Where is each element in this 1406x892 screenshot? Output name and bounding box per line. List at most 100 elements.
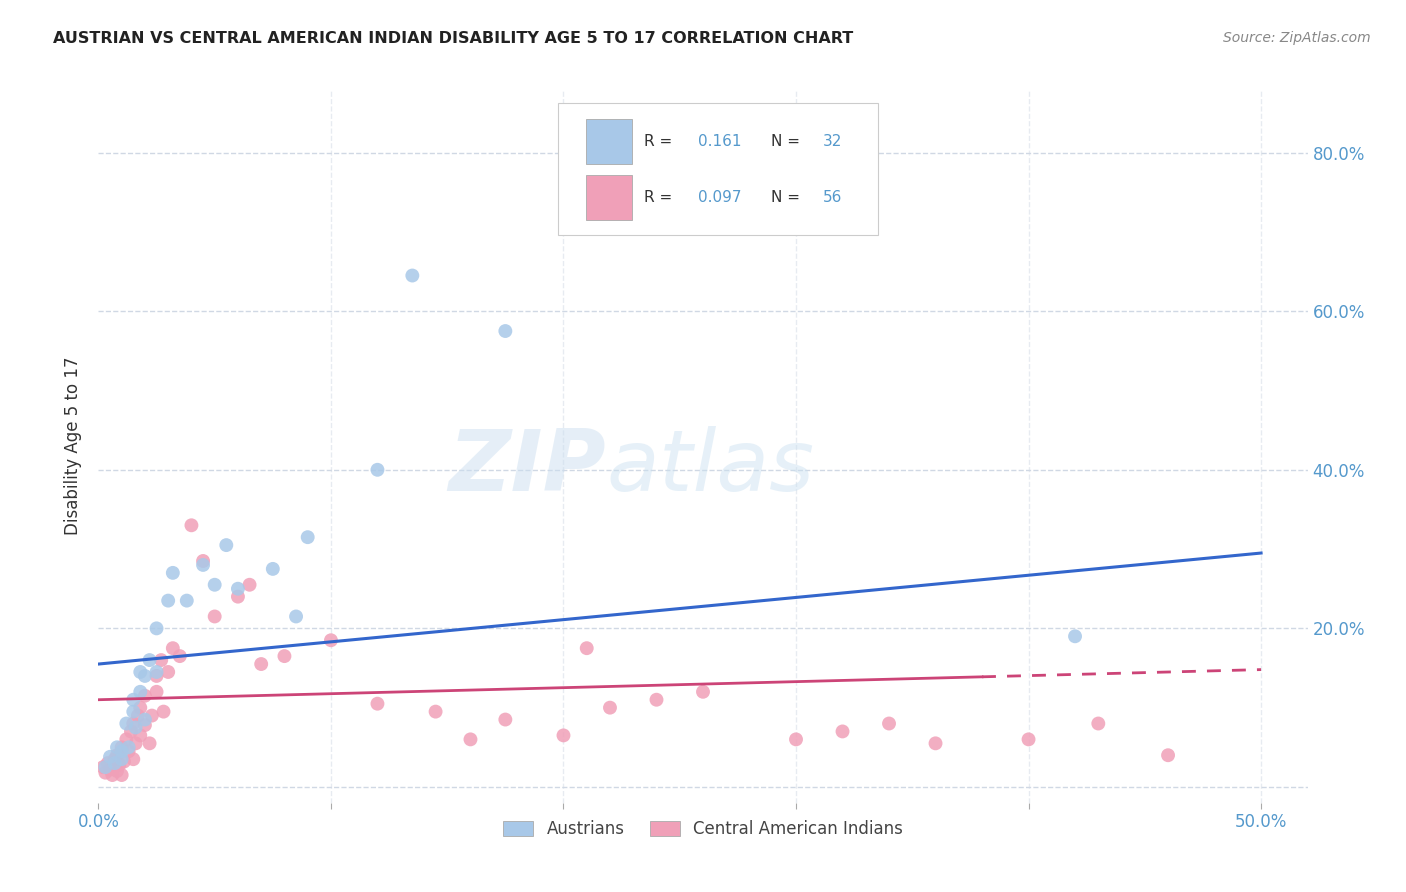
Point: [157, 665, 180, 679]
Point: [226, 590, 249, 604]
Point: [1018, 732, 1040, 747]
Y-axis label: Disability Age 5 to 17: Disability Age 5 to 17: [65, 357, 83, 535]
Point: [129, 728, 152, 742]
Text: R =: R =: [644, 134, 672, 149]
Point: [127, 708, 149, 723]
Point: [141, 708, 163, 723]
Point: [785, 732, 807, 747]
Point: [494, 324, 516, 338]
Point: [204, 578, 226, 592]
Point: [494, 713, 516, 727]
Point: [129, 700, 152, 714]
Point: [645, 692, 668, 706]
Text: ZIP: ZIP: [449, 425, 606, 509]
Point: [101, 768, 124, 782]
Point: [138, 653, 160, 667]
Point: [104, 756, 127, 771]
Point: [118, 740, 141, 755]
Point: [134, 669, 156, 683]
Point: [115, 732, 138, 747]
Point: [111, 744, 134, 758]
Point: [118, 744, 141, 758]
Point: [176, 593, 198, 607]
Point: [115, 716, 138, 731]
Point: [425, 705, 447, 719]
Point: [273, 649, 295, 664]
Point: [460, 732, 482, 747]
Point: [191, 554, 214, 568]
Point: [553, 728, 575, 742]
FancyBboxPatch shape: [586, 120, 631, 163]
Point: [319, 633, 342, 648]
Point: [162, 566, 184, 580]
Legend: Austrians, Central American Indians: Austrians, Central American Indians: [496, 814, 910, 845]
Point: [98, 763, 121, 777]
Point: [124, 721, 146, 735]
Point: [401, 268, 423, 283]
Text: 56: 56: [823, 190, 842, 205]
Point: [215, 538, 238, 552]
Point: [150, 653, 173, 667]
Text: AUSTRIAN VS CENTRAL AMERICAN INDIAN DISABILITY AGE 5 TO 17 CORRELATION CHART: AUSTRIAN VS CENTRAL AMERICAN INDIAN DISA…: [53, 31, 853, 46]
Text: N =: N =: [770, 134, 800, 149]
Text: R =: R =: [644, 190, 672, 205]
Text: 0.097: 0.097: [699, 190, 741, 205]
Point: [105, 740, 128, 755]
Point: [250, 657, 273, 671]
Point: [105, 748, 128, 763]
Point: [91, 760, 114, 774]
Point: [97, 756, 120, 771]
Point: [104, 752, 127, 766]
Point: [145, 685, 167, 699]
Point: [120, 724, 142, 739]
Point: [204, 609, 226, 624]
Point: [112, 755, 135, 769]
Point: [366, 697, 388, 711]
Text: 32: 32: [823, 134, 842, 149]
Point: [297, 530, 319, 544]
Point: [111, 752, 134, 766]
Point: [134, 713, 156, 727]
Point: [226, 582, 249, 596]
Point: [138, 736, 160, 750]
Point: [1064, 629, 1087, 643]
Point: [366, 463, 388, 477]
Point: [180, 518, 202, 533]
Point: [122, 752, 145, 766]
Point: [924, 736, 946, 750]
Point: [1087, 716, 1109, 731]
Point: [124, 736, 146, 750]
Point: [692, 685, 714, 699]
Text: atlas: atlas: [606, 425, 814, 509]
Point: [169, 649, 191, 664]
Point: [285, 609, 308, 624]
Point: [575, 641, 598, 656]
Point: [599, 700, 621, 714]
Text: N =: N =: [770, 190, 800, 205]
Point: [262, 562, 284, 576]
Point: [98, 749, 121, 764]
FancyBboxPatch shape: [558, 103, 879, 235]
Point: [1157, 748, 1180, 763]
Point: [152, 705, 174, 719]
Point: [122, 692, 145, 706]
Point: [134, 718, 156, 732]
Point: [877, 716, 900, 731]
Point: [157, 593, 180, 607]
Point: [129, 665, 152, 679]
Point: [145, 669, 167, 683]
Point: [145, 665, 167, 679]
Point: [108, 757, 131, 772]
Point: [191, 558, 214, 572]
Point: [145, 621, 167, 635]
Point: [122, 716, 145, 731]
Point: [129, 685, 152, 699]
Point: [831, 724, 853, 739]
Point: [94, 760, 117, 774]
Point: [134, 689, 156, 703]
Text: Source: ZipAtlas.com: Source: ZipAtlas.com: [1223, 31, 1371, 45]
Point: [94, 765, 117, 780]
FancyBboxPatch shape: [586, 176, 631, 219]
Text: 0.161: 0.161: [699, 134, 741, 149]
Point: [162, 641, 184, 656]
